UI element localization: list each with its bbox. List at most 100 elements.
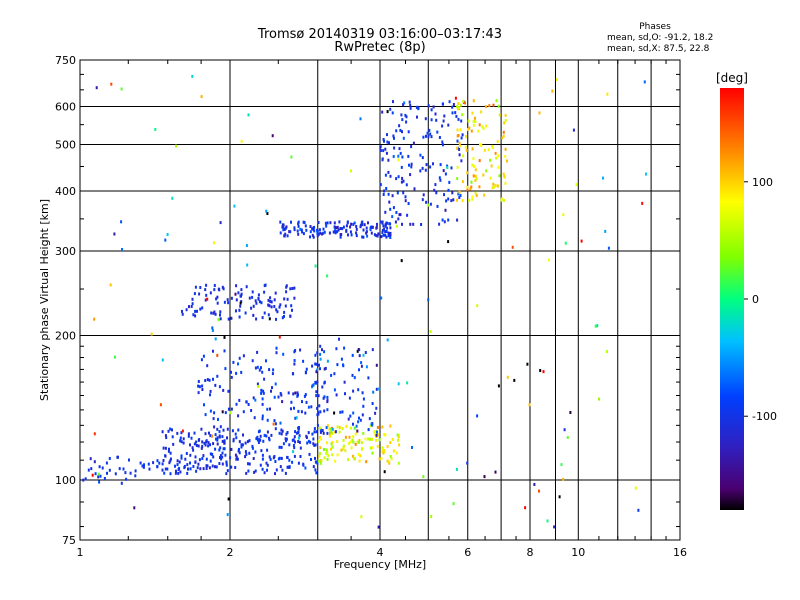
data-point	[257, 441, 260, 444]
data-point	[390, 457, 393, 461]
data-point	[318, 363, 320, 367]
data-point	[317, 439, 320, 443]
data-point	[245, 400, 248, 404]
data-point	[256, 350, 259, 354]
data-point	[381, 446, 384, 450]
data-point	[334, 459, 337, 463]
data-point	[385, 235, 388, 239]
data-point	[223, 441, 226, 445]
data-point	[283, 310, 286, 314]
data-point	[378, 438, 381, 442]
data-point	[283, 234, 286, 238]
data-point	[237, 414, 240, 418]
data-point	[301, 400, 303, 404]
data-point	[412, 222, 415, 226]
data-point	[213, 241, 215, 245]
data-point	[221, 462, 224, 466]
data-point	[643, 80, 646, 84]
data-point	[458, 147, 461, 151]
data-point	[261, 414, 264, 418]
data-point	[180, 440, 183, 444]
data-point	[391, 215, 394, 219]
data-point	[98, 465, 101, 469]
data-point	[339, 410, 342, 414]
data-point	[312, 437, 315, 441]
data-point	[184, 457, 187, 461]
data-point	[386, 133, 388, 137]
data-point	[321, 385, 324, 389]
data-point	[607, 246, 610, 250]
data-point	[325, 426, 328, 430]
data-point	[338, 337, 340, 341]
data-point	[275, 317, 277, 321]
x-tick-label: 8	[527, 546, 534, 559]
data-point	[275, 346, 278, 350]
data-point	[245, 471, 248, 475]
data-point	[397, 433, 400, 437]
data-point	[441, 124, 444, 128]
data-point	[504, 155, 507, 158]
data-point	[355, 424, 358, 428]
data-point	[369, 228, 372, 232]
data-point	[280, 428, 283, 432]
data-point	[452, 198, 455, 202]
data-point	[277, 395, 280, 399]
data-point	[317, 459, 320, 463]
data-point	[224, 453, 227, 457]
data-point	[309, 235, 311, 239]
data-point	[265, 359, 267, 363]
data-point	[193, 442, 196, 446]
data-point	[492, 182, 495, 186]
data-point	[215, 437, 217, 441]
data-point	[279, 465, 282, 469]
data-point	[211, 329, 214, 332]
data-point	[342, 444, 345, 448]
data-point	[325, 452, 328, 456]
data-point	[194, 309, 197, 313]
data-point	[286, 431, 289, 434]
data-point	[384, 147, 387, 151]
data-point	[380, 456, 383, 460]
data-point	[240, 292, 243, 296]
data-point	[460, 159, 463, 163]
data-point	[237, 449, 240, 453]
data-point	[288, 458, 291, 462]
data-point	[211, 452, 214, 456]
data-point	[274, 427, 277, 431]
data-point	[381, 110, 384, 114]
data-point	[389, 174, 392, 178]
data-point	[369, 424, 372, 428]
data-point	[182, 437, 185, 441]
data-point	[466, 185, 469, 189]
data-point	[299, 227, 302, 231]
data-point	[314, 443, 317, 447]
data-point	[462, 99, 465, 103]
data-point	[294, 416, 297, 420]
data-point	[495, 156, 498, 160]
data-point	[289, 230, 292, 234]
data-point	[217, 287, 220, 291]
data-point	[389, 226, 392, 230]
data-point	[386, 444, 389, 448]
data-point	[258, 300, 261, 304]
data-point	[502, 130, 505, 134]
data-point	[204, 379, 207, 382]
data-point	[349, 225, 352, 229]
data-point	[319, 446, 322, 450]
data-point	[393, 136, 395, 140]
data-point	[279, 220, 282, 224]
data-point	[459, 103, 462, 107]
data-point	[420, 223, 423, 226]
data-point	[465, 148, 468, 152]
data-point	[212, 377, 214, 381]
data-point	[278, 445, 281, 449]
data-point	[180, 454, 183, 458]
data-point	[215, 297, 218, 301]
data-point	[253, 470, 256, 474]
data-point	[227, 389, 230, 393]
data-point	[311, 432, 314, 436]
data-point	[388, 460, 390, 464]
data-point	[373, 430, 376, 434]
data-point	[299, 446, 302, 450]
data-point	[284, 437, 287, 441]
